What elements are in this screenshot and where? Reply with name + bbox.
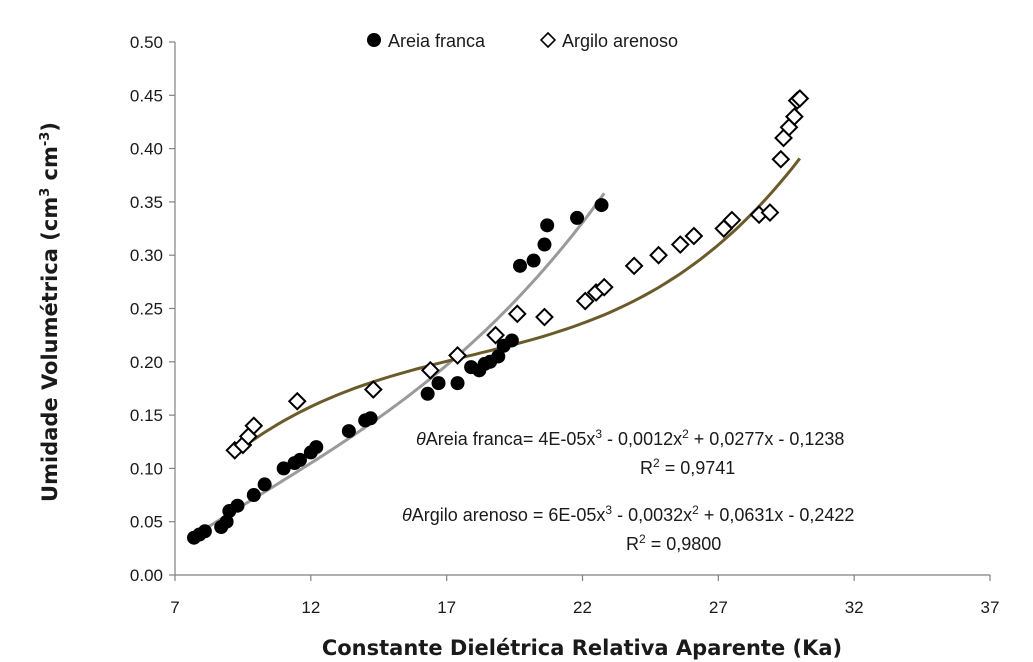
x-axis-ticks: 7 12 17 22 27 32 37 <box>170 575 999 617</box>
legend-label-argilo-arenoso: Argilo arenoso <box>562 31 678 51</box>
equation-argilo-arenoso: θArgilo arenoso = 6E-05x3 - 0,0032x2 + 0… <box>402 503 854 554</box>
x-tick-label: 32 <box>845 598 864 617</box>
y-tick-label: 0.25 <box>130 300 163 319</box>
y-tick-label: 0.20 <box>130 353 163 372</box>
data-point-argilo-arenoso <box>244 416 264 436</box>
r2-argilo-text: R2 = 0,9800 <box>626 532 721 554</box>
data-point-areia-franca <box>420 386 435 401</box>
data-point-argilo-arenoso <box>649 245 668 265</box>
data-point-argilo-arenoso <box>575 291 595 311</box>
data-point-argilo-arenoso <box>790 89 810 108</box>
series-areia-franca <box>187 198 609 545</box>
y-tick-label: 0.45 <box>130 86 163 105</box>
data-point-areia-franca <box>504 333 519 348</box>
data-point-argilo-arenoso <box>287 391 307 411</box>
series-argilo-arenoso <box>225 89 810 460</box>
axes <box>174 42 990 576</box>
equation-areia-text: θAreia franca= 4E-05x3 - 0,0012x2 + 0,02… <box>416 427 844 449</box>
data-point-argilo-arenoso <box>684 226 704 246</box>
equation-areia-franca: θAreia franca= 4E-05x3 - 0,0012x2 + 0,02… <box>416 427 844 478</box>
x-tick-label: 17 <box>437 598 456 617</box>
r2-areia-text: R2 = 0,9741 <box>640 456 735 478</box>
data-point-areia-franca <box>246 488 261 503</box>
data-point-areia-franca <box>341 424 356 439</box>
y-tick-label: 0.30 <box>130 246 163 265</box>
data-point-areia-franca <box>594 198 609 213</box>
y-tick-label: 0.35 <box>130 193 163 212</box>
data-point-areia-franca <box>230 498 245 513</box>
data-point-areia-franca <box>526 253 541 268</box>
y-tick-label: 0.40 <box>130 140 163 159</box>
x-tick-label: 22 <box>573 598 592 617</box>
data-point-areia-franca <box>276 461 291 476</box>
data-point-areia-franca <box>450 376 465 391</box>
data-point-argilo-arenoso <box>771 149 791 169</box>
data-point-argilo-arenoso <box>722 210 742 230</box>
y-tick-label: 0.50 <box>130 33 163 52</box>
data-point-argilo-arenoso <box>670 235 690 254</box>
legend: Areia franca Argilo arenoso <box>367 31 678 51</box>
data-point-areia-franca <box>197 524 212 539</box>
y-tick-label: 0.15 <box>130 406 163 425</box>
x-tick-label: 27 <box>709 598 728 617</box>
data-point-areia-franca <box>513 258 528 273</box>
data-point-areia-franca <box>540 218 555 233</box>
y-tick-label: 0.00 <box>130 566 163 585</box>
y-axis-ticks: 0.00 0.05 0.10 0.15 0.20 0.25 0.30 0.35 0.40 0.45… <box>130 33 175 585</box>
x-tick-label: 37 <box>981 598 1000 617</box>
data-point-areia-franca <box>491 349 506 364</box>
data-point-areia-franca <box>431 376 446 391</box>
y-tick-label: 0.10 <box>130 459 163 478</box>
x-tick-label: 7 <box>170 598 179 617</box>
legend-marker-argilo-arenoso <box>539 31 557 49</box>
x-axis-title: Constante Dielétrica Relativa Aparente (… <box>322 636 842 660</box>
y-tick-label: 0.05 <box>130 513 163 532</box>
data-point-argilo-arenoso <box>420 360 440 380</box>
data-point-areia-franca <box>219 514 234 529</box>
data-point-argilo-arenoso <box>760 203 780 222</box>
y-axis-title: Umidade Volumétrica (cm3 cm-3) <box>38 122 62 502</box>
legend-marker-areia-franca <box>367 33 381 47</box>
data-point-areia-franca <box>363 411 378 426</box>
data-point-argilo-arenoso <box>507 304 527 324</box>
data-point-areia-franca <box>537 237 552 252</box>
data-point-areia-franca <box>292 452 307 467</box>
data-point-areia-franca <box>257 477 272 492</box>
trendline-areia-franca <box>193 192 606 538</box>
equation-argilo-text: θArgilo arenoso = 6E-05x3 - 0,0032x2 + 0… <box>402 503 854 525</box>
data-point-argilo-arenoso <box>363 380 383 399</box>
data-point-argilo-arenoso <box>486 325 505 345</box>
legend-label-areia-franca: Areia franca <box>388 31 486 51</box>
data-point-areia-franca <box>570 210 585 225</box>
data-point-argilo-arenoso <box>594 277 614 297</box>
data-point-argilo-arenoso <box>448 345 467 365</box>
data-point-argilo-arenoso <box>535 307 554 327</box>
data-point-argilo-arenoso <box>784 107 804 127</box>
x-tick-label: 12 <box>301 598 320 617</box>
data-point-areia-franca <box>309 440 324 455</box>
data-point-argilo-arenoso <box>624 256 644 276</box>
